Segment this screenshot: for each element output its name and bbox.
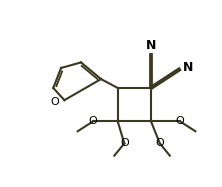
Text: N: N [182, 62, 193, 74]
Text: N: N [146, 39, 156, 52]
Text: O: O [175, 116, 184, 126]
Text: O: O [155, 138, 164, 148]
Text: O: O [89, 116, 98, 126]
Text: O: O [120, 138, 129, 148]
Text: O: O [51, 97, 59, 107]
